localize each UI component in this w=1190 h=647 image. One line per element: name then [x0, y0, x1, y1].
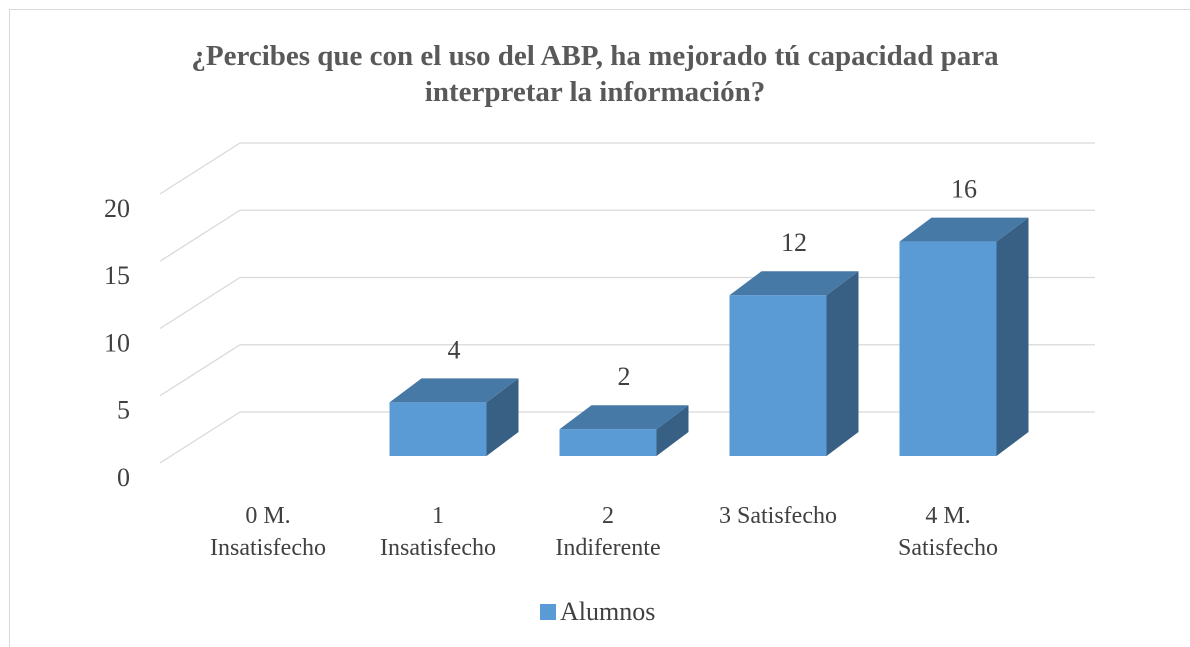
legend-label: Alumnos: [560, 597, 656, 626]
chart-frame: [9, 9, 1190, 647]
bar-top: [729, 271, 859, 296]
bar-side: [486, 378, 519, 456]
x-tick-label: 0 M. Insatisfecho: [210, 503, 326, 561]
bar: [389, 402, 487, 456]
x-tick-label: 1 Insatisfecho: [380, 503, 496, 561]
bar: [729, 295, 827, 456]
grid-line-side: [159, 142, 241, 195]
data-label: 4: [448, 335, 461, 364]
bar-side: [996, 217, 1029, 456]
grid-line-side: [159, 276, 241, 330]
y-tick-label: 15: [104, 261, 130, 290]
y-tick-label: 10: [104, 328, 130, 357]
legend: Alumnos: [540, 597, 655, 627]
x-tick-label: 2 Indiferente: [555, 503, 661, 561]
x-tick-label: 3 Satisfecho: [719, 503, 837, 529]
bar-top: [389, 378, 519, 403]
data-label: 2: [618, 362, 631, 391]
bar-side: [826, 271, 859, 456]
grid-line-side: [159, 411, 241, 464]
y-tick-label: 5: [117, 396, 130, 425]
bar-side: [656, 405, 689, 456]
chart-title: ¿Percibes que con el uso del ABP, ha mej…: [191, 40, 999, 108]
grid-line-side: [159, 209, 241, 262]
grid-line-side: [159, 344, 241, 397]
legend-swatch: [540, 604, 556, 620]
bar-top: [559, 405, 689, 430]
data-label: 12: [781, 228, 807, 257]
x-tick-label: 4 M. Satisfecho: [898, 503, 998, 561]
bar: [899, 241, 997, 456]
bar: [559, 429, 657, 456]
y-tick-label: 20: [104, 194, 130, 223]
bar-top: [899, 217, 1029, 242]
data-label: 16: [951, 175, 977, 204]
y-tick-label: 0: [117, 463, 130, 492]
